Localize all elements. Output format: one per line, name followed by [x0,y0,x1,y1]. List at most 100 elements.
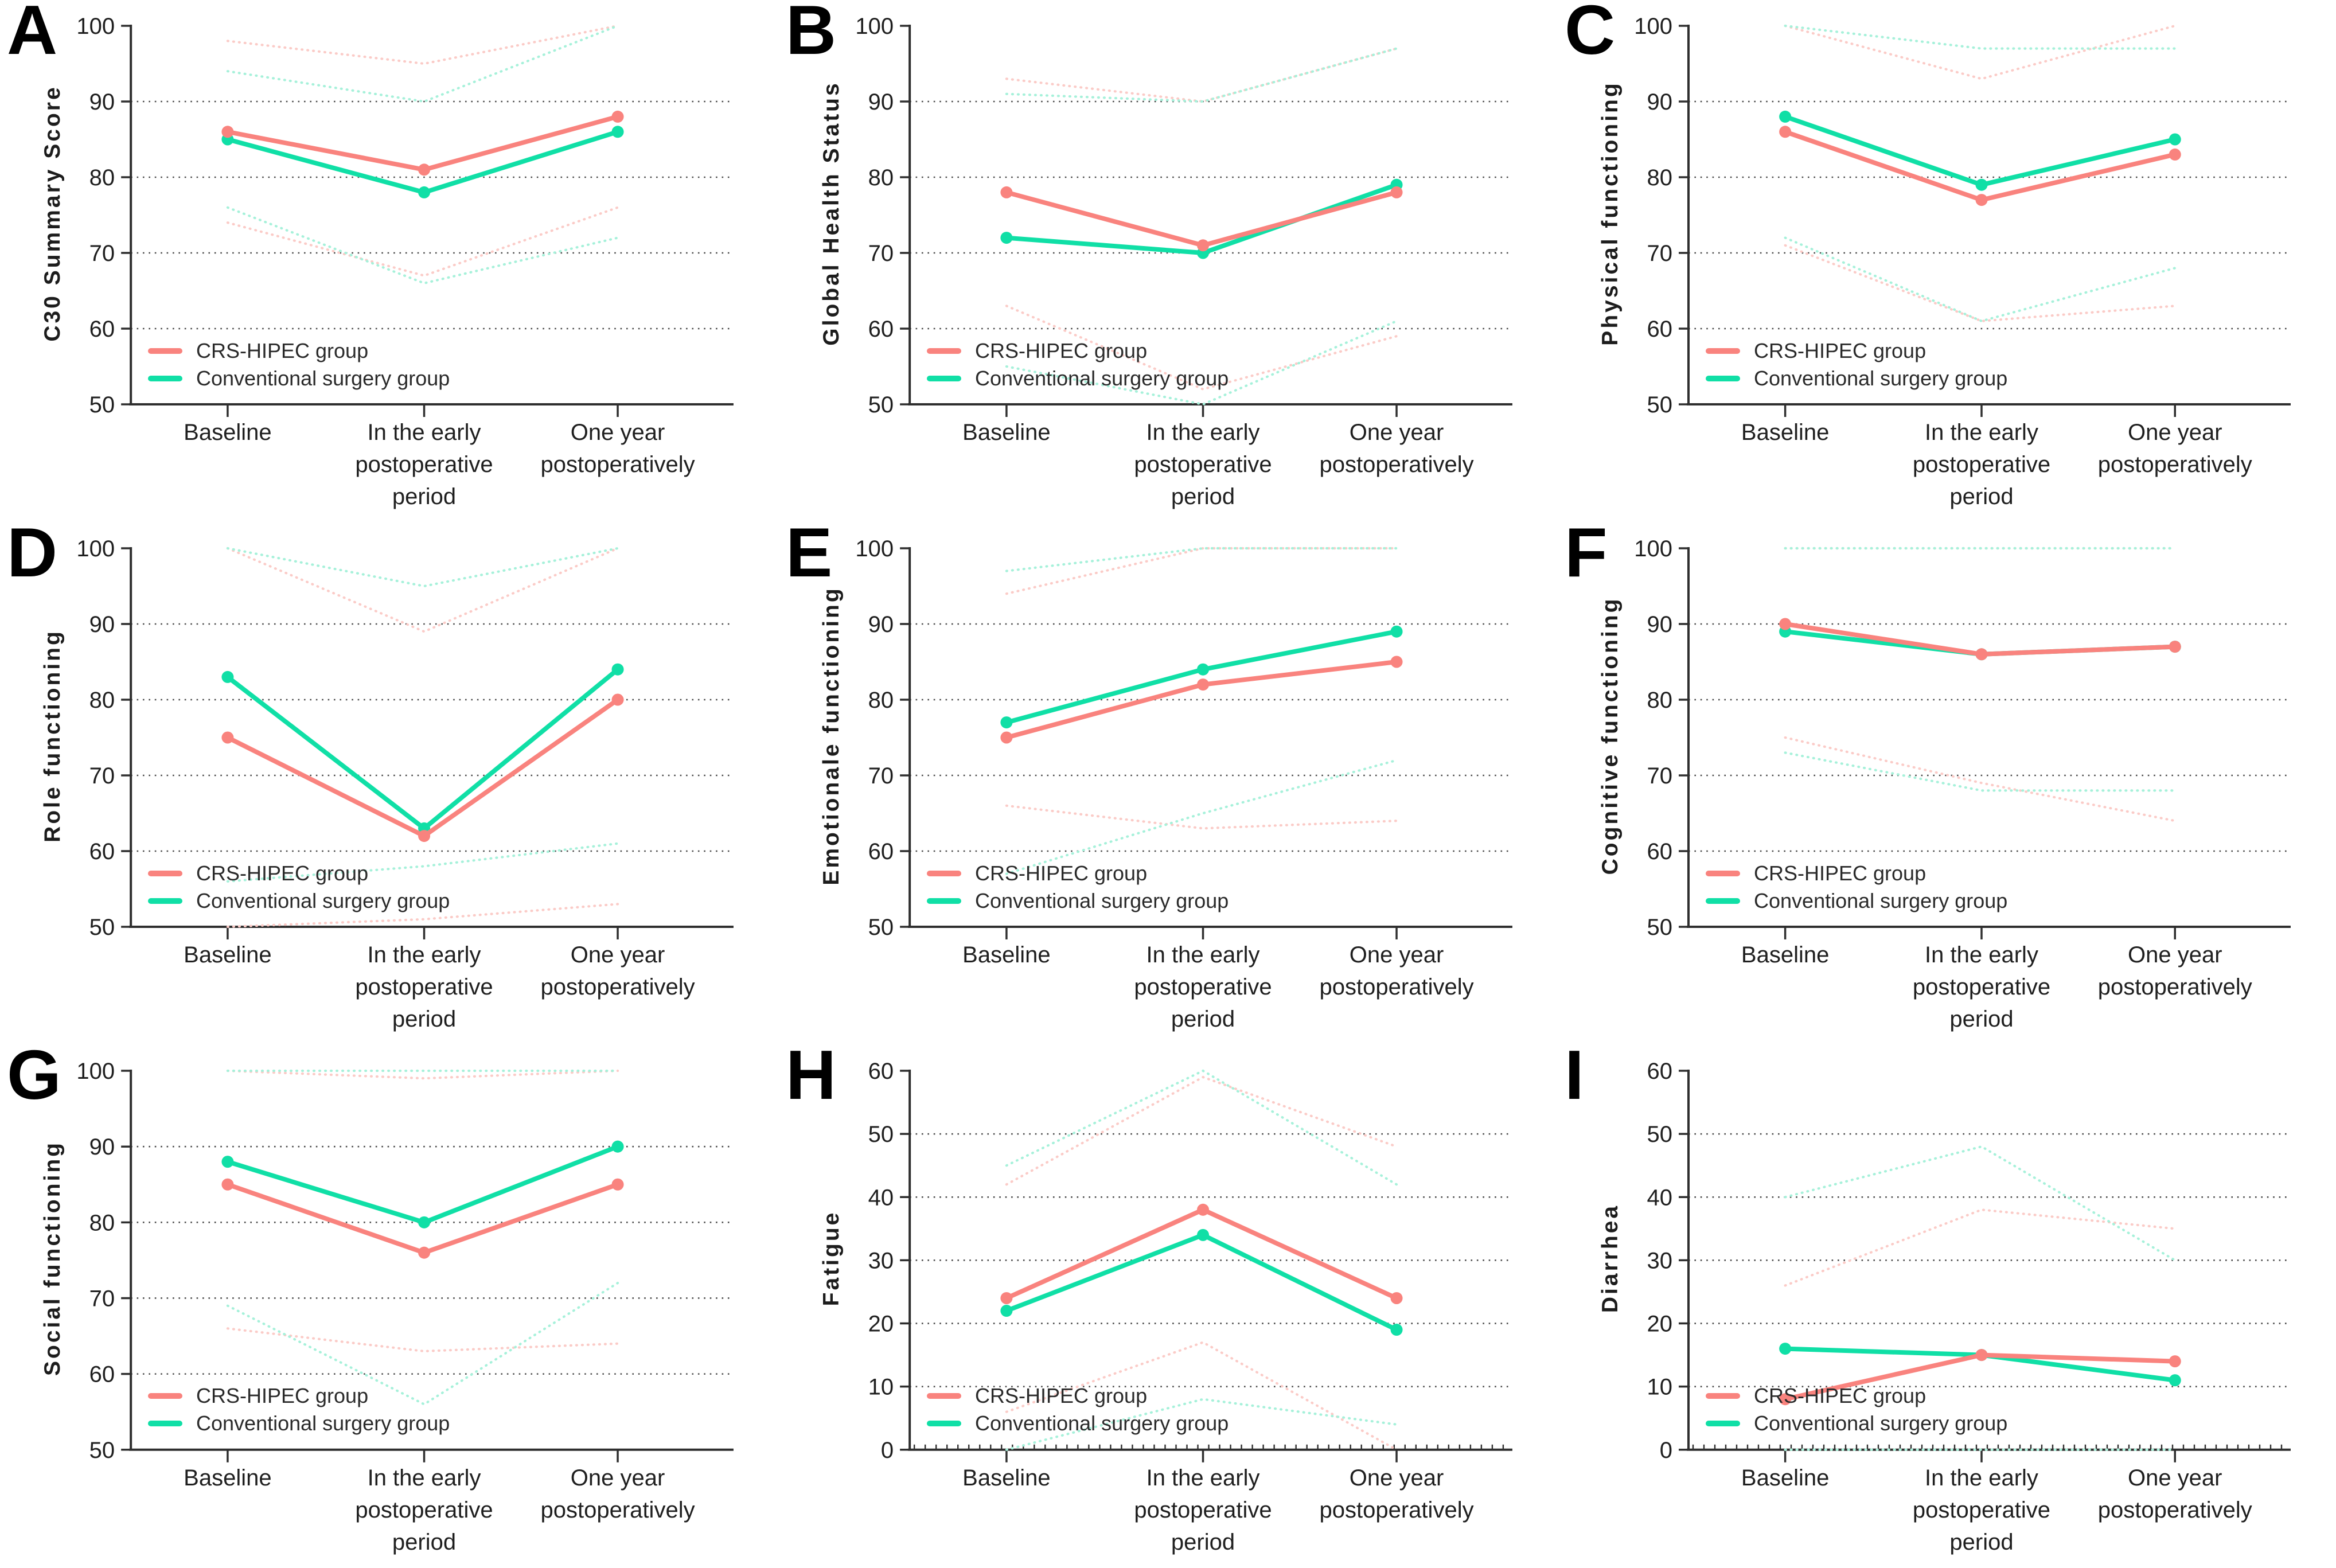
x-tick-label: Baseline [1741,942,1829,968]
legend-label: CRS-HIPEC group [1754,339,1926,362]
hipec-upper-ci-line [226,24,619,65]
hipec-data-point [1390,1292,1403,1304]
hipec-data-point [1975,194,1988,206]
x-tick-label: postoperative [355,1497,493,1523]
hipec-line-swatch [927,871,961,876]
y-tick-label: 70 [1647,763,1673,789]
y-tick-label: 100 [76,14,115,39]
legend-item-conventional: Conventional surgery group [148,1410,450,1437]
conventional-lower-ci-line [1784,236,2177,323]
legend-label: CRS-HIPEC group [975,861,1148,885]
x-tick-label: postoperatively [2098,452,2252,477]
x-tick-label: postoperatively [2098,1497,2252,1523]
y-tick-label: 80 [1647,165,1673,190]
y-tick-label: 50 [1647,915,1673,940]
panel-letter: E [786,522,832,591]
x-tick-label: postoperatively [540,452,695,477]
y-axis-title: Role functioning [40,629,65,842]
x-tick-label: period [392,484,456,509]
x-tick-label: In the early [1925,942,2038,968]
conventional-upper-ci-line [1005,47,1398,103]
y-tick-label: 60 [868,1059,894,1084]
legend: CRS-HIPEC group Conventional surgery gro… [1706,337,2007,392]
x-tick-label: One year [2128,420,2222,445]
y-tick-label: 90 [1647,612,1673,637]
y-tick-label: 60 [868,839,894,864]
conventional-data-point [1197,1228,1210,1241]
x-tick-label: In the early [1146,420,1260,445]
conventional-data-point [418,186,431,198]
hipec-lower-ci-line [1005,804,1398,830]
x-tick-label: period [392,1530,456,1555]
hipec-upper-ci-line [226,547,619,633]
legend-item-conventional: Conventional surgery group [148,365,450,392]
hipec-line-swatch [148,1393,182,1399]
legend-item-hipec: CRS-HIPEC group [927,1382,1229,1410]
x-tick-label: Baseline [962,942,1050,968]
x-tick-label: Baseline [184,1465,271,1491]
legend-item-hipec: CRS-HIPEC group [927,337,1229,365]
y-axis-title: Social functioning [40,1141,65,1376]
legend: CRS-HIPEC group Conventional surgery gro… [1706,1382,2007,1437]
legend-item-conventional: Conventional surgery group [927,365,1229,392]
hipec-data-point [611,693,624,706]
panel-letter: D [7,522,57,591]
line-chart-d: 50 60 70 80 90 100 Baseline In the early postope… [76,536,734,1032]
conventional-line-swatch [148,376,182,381]
x-tick-label: postoperative [1134,974,1272,1000]
y-tick-label: 60 [89,839,115,864]
conventional-lower-ci-line [226,842,619,883]
conventional-series-line [1004,1232,1399,1332]
conventional-data-point [1000,716,1013,729]
x-tick-label: Baseline [184,420,271,445]
legend-label: Conventional surgery group [196,889,450,912]
conventional-upper-ci-line [1784,1145,2177,1262]
x-tick-label: Baseline [962,420,1050,445]
y-tick-label: 10 [1647,1375,1672,1400]
legend-item-conventional: Conventional surgery group [1706,1410,2007,1437]
panel-G: 50 60 70 80 90 100 Baseline In the early postope… [0,1045,779,1568]
x-tick-label: In the early [368,1465,481,1491]
hipec-line-swatch [927,1393,961,1399]
legend: CRS-HIPEC group Conventional surgery gro… [927,860,1229,915]
panel-H: 0 10 20 30 40 50 60 Baseline In the early postope… [779,1045,1558,1568]
x-tick-label: Baseline [962,1465,1050,1491]
line-chart-e: 50 60 70 80 90 100 Baseline In the early postope… [855,536,1512,1032]
conventional-data-point [221,1156,234,1168]
conventional-line-swatch [927,898,961,904]
legend: CRS-HIPEC group Conventional surgery gro… [927,1382,1229,1437]
y-axis-title: Physical functioning [1598,81,1623,346]
panel-E: 50 60 70 80 90 100 Baseline In the early postope… [779,522,1558,1045]
legend-label: Conventional surgery group [196,1411,450,1435]
hipec-upper-ci-line [1005,547,1398,595]
x-tick-label: period [1949,484,2013,509]
y-tick-label: 70 [868,763,894,789]
y-tick-label: 90 [1647,89,1673,115]
y-tick-label: 70 [89,1286,115,1311]
legend-item-hipec: CRS-HIPEC group [1706,1382,2007,1410]
conventional-data-point [1975,178,1988,191]
y-tick-label: 50 [868,1122,894,1147]
x-tick-label: In the early [1146,942,1260,968]
x-tick-label: In the early [1925,1465,2038,1491]
y-tick-label: 80 [1647,688,1673,713]
y-tick-label: 80 [89,688,115,713]
hipec-upper-ci-line [1784,1208,2177,1287]
hipec-data-point [1197,678,1210,691]
hipec-data-point [221,1178,234,1191]
hipec-upper-ci-line [1005,47,1398,103]
conventional-data-point [221,670,234,683]
hipec-data-point [1000,1292,1013,1304]
y-tick-label: 80 [89,1210,115,1235]
legend-item-hipec: CRS-HIPEC group [148,337,450,365]
y-tick-label: 0 [881,1438,894,1463]
x-tick-label: postoperatively [1319,974,1473,1000]
y-tick-label: 40 [1647,1185,1672,1210]
x-tick-label: One year [2128,942,2222,968]
y-axis-title: Global Health Status [819,81,844,346]
conventional-data-point [1779,1343,1792,1355]
legend-item-conventional: Conventional surgery group [1706,887,2007,915]
legend-label: Conventional surgery group [975,889,1229,912]
hipec-data-point [611,110,624,123]
